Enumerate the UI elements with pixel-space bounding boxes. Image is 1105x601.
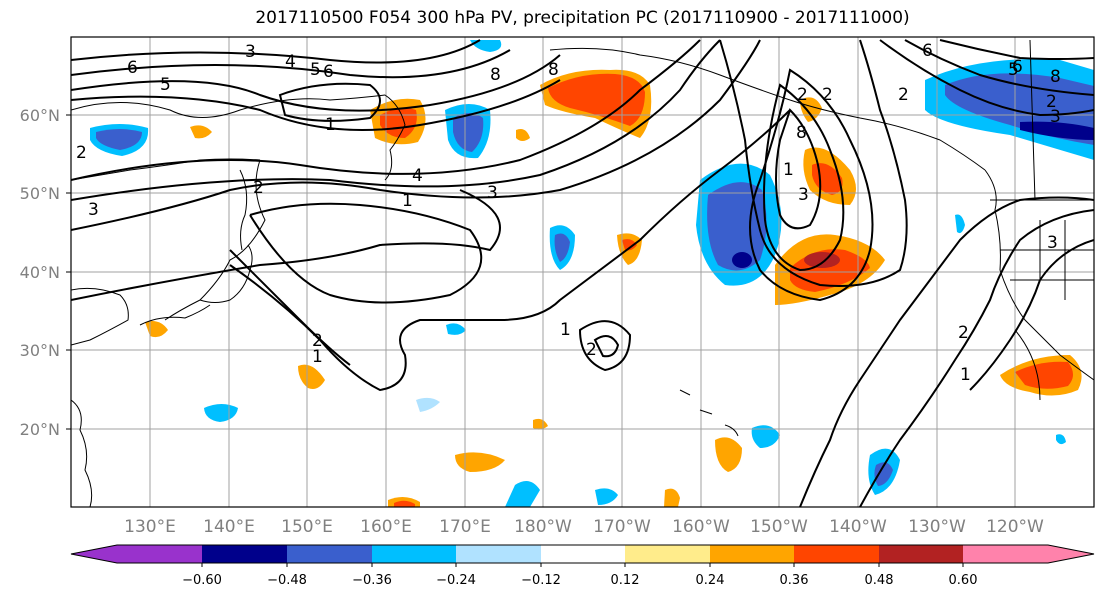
lon-axis: 130°E 140°E 150°E 160°E 170°E 180°W 170°…: [124, 517, 1044, 537]
pv-contour-label: 3: [1050, 107, 1061, 127]
lat-label: 20°N: [20, 420, 60, 439]
colorbar-segment: [202, 545, 287, 563]
lat-label: 50°N: [20, 184, 60, 203]
colorbar: −0.60 −0.48 −0.36 −0.24 −0.12 0.12 0.24 …: [70, 544, 1095, 588]
lat-label: 30°N: [20, 341, 60, 360]
pv-contour-label: 1: [560, 320, 571, 340]
pv-contour-label: 1: [312, 347, 323, 367]
pv-contours: [71, 39, 1094, 507]
lon-label: 160°E: [360, 517, 412, 537]
colorbar-tick-label: 0.24: [696, 573, 725, 588]
colorbar-outline: [70, 544, 1095, 564]
pv-contour-label: 2: [958, 323, 969, 343]
lat-label: 40°N: [20, 263, 60, 282]
pv-contour-label: 2: [253, 178, 264, 198]
colorbar-tick-label: −0.24: [436, 573, 476, 588]
pv-contour-label: 4: [285, 52, 296, 72]
map-title: 2017110500 F054 300 hPa PV, precipitatio…: [255, 8, 910, 28]
coastlines: [71, 39, 1094, 507]
colorbar-segment: [287, 545, 372, 563]
lon-label: 120°W: [986, 517, 1044, 537]
pv-contour-label: 1: [325, 115, 336, 135]
lon-label: 140°W: [829, 517, 887, 537]
lat-axis: 60°N 50°N 40°N 30°N 20°N: [20, 106, 71, 439]
pv-contour-label: 6: [127, 58, 138, 78]
lat-label: 60°N: [20, 106, 60, 125]
colorbar-segment: [1048, 545, 1094, 563]
lon-label: 160°W: [672, 517, 730, 537]
pv-contour-label: 2: [797, 85, 808, 105]
pv-contour-label: 6: [922, 41, 933, 61]
pv-contour-label: 6: [1012, 57, 1023, 77]
colorbar-tick-label: 0.36: [780, 573, 809, 588]
pv-contour-label: 8: [1050, 67, 1061, 87]
lon-label: 170°W: [593, 517, 651, 537]
pv-contour-label: 8: [490, 65, 501, 85]
pv-contour-label: 5: [310, 60, 321, 80]
lon-label: 150°W: [750, 517, 808, 537]
pv-contour-label: 5: [160, 75, 171, 95]
colorbar-segment: [117, 545, 202, 563]
pv-contour-label: 6: [323, 62, 334, 82]
colorbar-segment: [456, 545, 541, 563]
pv-contour-label: 3: [487, 183, 498, 203]
pv-contour-label: 2: [1046, 92, 1057, 112]
colorbar-segment: [879, 545, 963, 563]
colorbar-segment: [625, 545, 710, 563]
lon-label: 170°E: [439, 517, 491, 537]
pv-contour-label: 3: [1047, 233, 1058, 253]
pv-contour-label: 8: [796, 123, 807, 143]
colorbar-tick-label: −0.60: [182, 573, 222, 588]
colorbar-segment: [71, 545, 117, 563]
pv-contour-label: 3: [88, 200, 99, 220]
colorbar-tick-label: −0.48: [267, 573, 307, 588]
pv-contour-label: 8: [548, 60, 559, 80]
lat-lon-grid: [71, 37, 1094, 507]
colorbar-segment: [710, 545, 794, 563]
pv-contour-label: 4: [412, 166, 423, 186]
colorbar-segment: [794, 545, 879, 563]
lon-label: 180°W: [514, 517, 572, 537]
colorbar-tick-label: 0.12: [611, 573, 640, 588]
lon-label: 130°E: [124, 517, 176, 537]
pv-contour-label: 3: [798, 185, 809, 205]
colorbar-tick-label: 0.48: [865, 573, 894, 588]
pv-contour-label: 1: [960, 365, 971, 385]
pv-contour-label: 2: [822, 85, 833, 105]
colorbar-segment: [372, 545, 456, 563]
pv-contour-label: 2: [586, 340, 597, 360]
lon-label: 150°E: [281, 517, 333, 537]
pv-contour-label: 3: [245, 42, 256, 62]
lon-label: 130°W: [908, 517, 966, 537]
pv-contour-labels: 6 5 4 3 2 1 3 4 3 1 8 5 2 6 8 2 1 2 1 2 …: [76, 41, 1061, 385]
colorbar-segment: [541, 545, 625, 563]
pv-contour-label: 1: [402, 191, 413, 211]
pv-contour-label: 1: [783, 160, 794, 180]
lon-label: 140°E: [203, 517, 255, 537]
pv-contour-label: 5: [1008, 60, 1019, 80]
colorbar-tick-label: −0.12: [521, 573, 561, 588]
pv-contour-label: 2: [312, 331, 323, 351]
colorbar-tick-label: −0.36: [352, 573, 392, 588]
pv-contour-label: 2: [76, 143, 87, 163]
colorbar-segment: [963, 545, 1048, 563]
pv-contour-label: 2: [898, 85, 909, 105]
colorbar-tick-label: 0.60: [949, 573, 978, 588]
